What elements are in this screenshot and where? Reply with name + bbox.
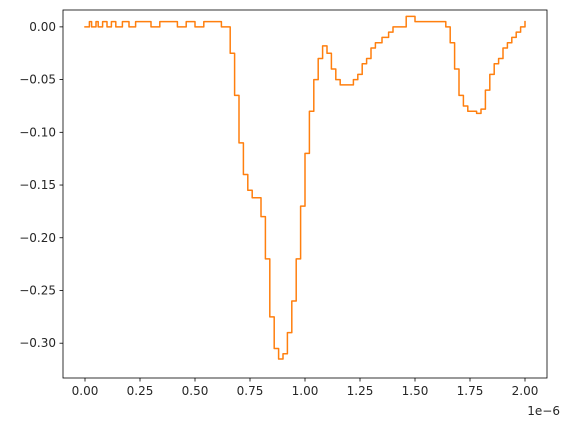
x-tick-label: 1.25 <box>347 384 374 398</box>
y-axis: 0.00 −0.05 −0.10 −0.15 −0.20 −0.25 −0.30 <box>19 20 63 350</box>
y-tick-label: −0.20 <box>19 231 56 245</box>
y-tick-label: −0.05 <box>19 73 56 87</box>
x-tick-label: 0.00 <box>72 384 99 398</box>
x-tick-label: 1.00 <box>292 384 319 398</box>
y-tick-label: −0.30 <box>19 336 56 350</box>
y-tick-label: −0.15 <box>19 178 56 192</box>
series-layer <box>84 15 526 360</box>
x-tick-label: 0.75 <box>237 384 264 398</box>
x-tick-label: 2.00 <box>512 384 539 398</box>
x-axis-offset-label: 1e−6 <box>527 404 560 418</box>
y-tick-label: −0.10 <box>19 125 56 139</box>
series-line <box>84 15 526 360</box>
x-axis: 0.00 0.25 0.50 0.75 1.00 1.25 1.50 1.75 2.00 <box>72 378 539 398</box>
y-tick-label: 0.00 <box>29 20 56 34</box>
x-tick-label: 0.25 <box>127 384 154 398</box>
y-tick-label: −0.25 <box>19 283 56 297</box>
x-tick-label: 0.50 <box>182 384 209 398</box>
x-tick-label: 1.75 <box>457 384 484 398</box>
x-tick-label: 1.50 <box>402 384 429 398</box>
